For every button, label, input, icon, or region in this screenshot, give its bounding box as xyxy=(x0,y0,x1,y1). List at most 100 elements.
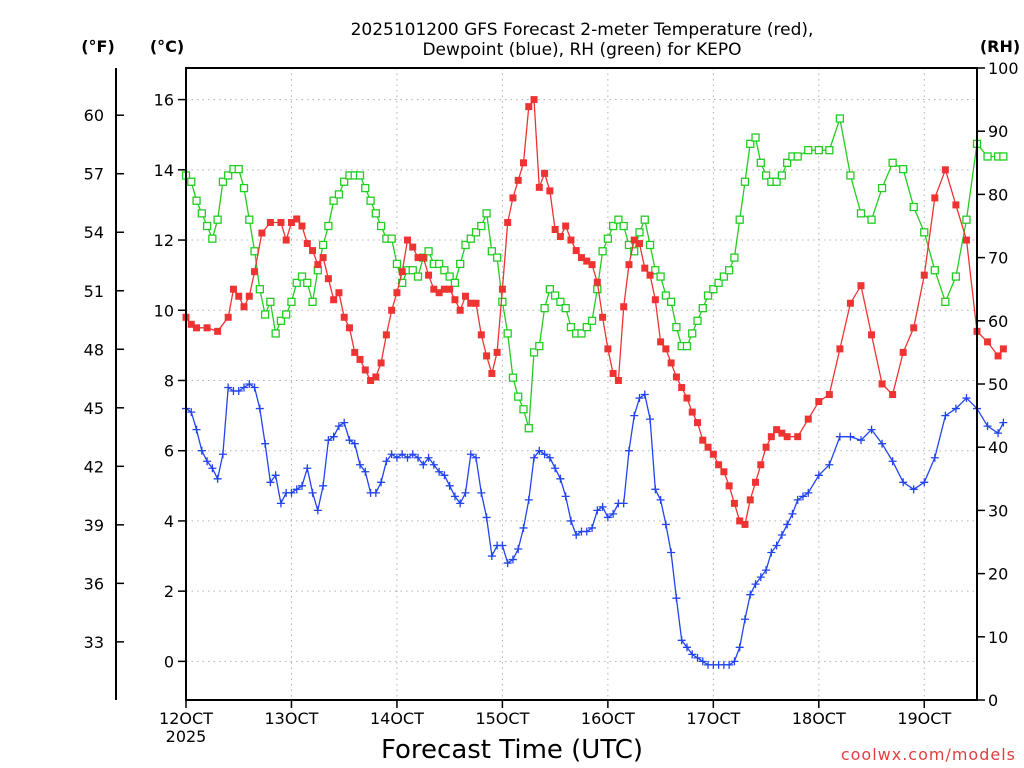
dewpoint-point xyxy=(234,387,243,396)
dewpoint-point xyxy=(440,471,449,480)
dewpoint-point xyxy=(593,506,602,515)
temperature-point xyxy=(382,331,390,339)
temperature-point xyxy=(235,292,243,300)
temperature-point xyxy=(678,384,686,392)
dewpoint-point xyxy=(867,425,876,434)
celsius-axis: 0 2 4 6 8 10 12 14 16 xyxy=(154,91,186,671)
rh-point xyxy=(846,171,855,180)
dewpoint-point xyxy=(192,425,201,434)
rh-point xyxy=(371,209,380,218)
temperature-point xyxy=(625,261,633,269)
dewpoint-point xyxy=(630,411,639,420)
dewpoint-point xyxy=(762,566,771,575)
rh-point xyxy=(962,215,971,224)
fahrenheit-tick-label: 60 xyxy=(84,106,104,125)
temperature-point xyxy=(541,169,549,177)
series-layer xyxy=(181,96,1008,669)
rh-point xyxy=(303,278,312,288)
rh-point xyxy=(645,240,655,250)
celsius-unit-label: (°C) xyxy=(150,37,184,56)
rh-point xyxy=(624,240,634,250)
x-tick-label: 16OCT xyxy=(581,709,635,728)
temperature-point xyxy=(340,313,348,321)
dewpoint-point xyxy=(387,450,396,459)
dewpoint-point xyxy=(213,474,222,483)
temperature-point xyxy=(694,419,702,427)
dewpoint-point xyxy=(514,545,523,554)
x-tick-label: 13OCT xyxy=(265,709,319,728)
dewpoint-point xyxy=(530,453,539,462)
dewpoint-point xyxy=(250,383,259,392)
temperature-point xyxy=(736,517,744,525)
x-year-label: 2025 xyxy=(166,727,207,746)
temperature-point xyxy=(746,496,754,504)
temperature-point xyxy=(688,408,696,416)
time-axis: 12OCT 13OCT 14OCT 15OCT 16OCT 17OCT 18OCT 19OCT xyxy=(159,700,951,728)
rh-point xyxy=(498,297,507,306)
dewpoint-point xyxy=(930,453,939,462)
x-tick-label: 19OCT xyxy=(897,709,951,728)
rh-point xyxy=(761,171,771,180)
temperature-point xyxy=(868,331,876,339)
dewpoint-point xyxy=(503,559,512,568)
rh-point xyxy=(213,215,222,224)
rh-point xyxy=(635,228,644,237)
rh-point xyxy=(208,234,217,243)
chart-title-line-2: Dewpoint (blue), RH (green) for KEPO xyxy=(422,40,741,60)
rh-point xyxy=(888,158,897,167)
rh-tick-label: 20 xyxy=(988,565,1008,584)
x-tick-label: 18OCT xyxy=(792,709,846,728)
temperature-point xyxy=(519,159,527,167)
temperature-point xyxy=(962,236,970,244)
temperature-point xyxy=(741,520,749,528)
temperature-point xyxy=(377,359,385,367)
rh-point xyxy=(540,304,549,313)
dewpoint-point xyxy=(487,552,496,561)
dewpoint-point xyxy=(735,643,744,652)
dewpoint-point xyxy=(414,453,423,462)
temperature-point xyxy=(530,96,538,104)
dewpoint-point xyxy=(698,657,707,666)
rh-point xyxy=(503,329,512,338)
temperature-point xyxy=(245,292,253,300)
rh-point xyxy=(361,183,370,193)
temperature-point xyxy=(229,285,237,293)
temperature-point xyxy=(899,348,907,356)
rh-tick-label: 90 xyxy=(988,122,1008,141)
rh-point xyxy=(777,171,787,180)
dewpoint-point xyxy=(477,488,486,497)
rh-point xyxy=(661,291,671,300)
dewpoint-point xyxy=(224,383,233,392)
rh-point xyxy=(899,164,908,174)
plot-frame xyxy=(185,67,978,701)
dewpoint-point xyxy=(303,464,312,473)
fahrenheit-tick-label: 57 xyxy=(84,165,104,184)
temperature-point xyxy=(309,247,317,255)
temperature-point xyxy=(514,176,522,184)
temperature-point xyxy=(398,268,406,276)
temperature-point xyxy=(984,338,992,346)
dewpoint-point xyxy=(197,446,206,455)
rh-point xyxy=(693,316,702,325)
rh-point xyxy=(308,297,317,306)
rh-point xyxy=(751,133,760,142)
rh-tick-label: 10 xyxy=(988,628,1008,647)
temperature-point xyxy=(493,348,501,356)
temperature-point xyxy=(372,373,380,381)
dewpoint-point xyxy=(909,485,918,494)
celsius-tick-label: 6 xyxy=(164,442,174,461)
dewpoint-point xyxy=(482,513,491,522)
dewpoint-point xyxy=(920,478,929,487)
rh-point xyxy=(909,202,918,212)
dewpoint-point xyxy=(187,408,196,417)
dewpoint-point xyxy=(419,460,428,469)
dewpoint-point xyxy=(783,520,792,529)
rh-point xyxy=(550,291,560,300)
temperature-point xyxy=(361,366,369,374)
fahrenheit-tick-label: 51 xyxy=(84,282,104,301)
dewpoint-point xyxy=(756,573,765,582)
rh-point xyxy=(466,234,475,243)
rh-point xyxy=(266,297,275,306)
rh-point xyxy=(561,304,570,313)
dewpoint-point xyxy=(287,488,296,497)
